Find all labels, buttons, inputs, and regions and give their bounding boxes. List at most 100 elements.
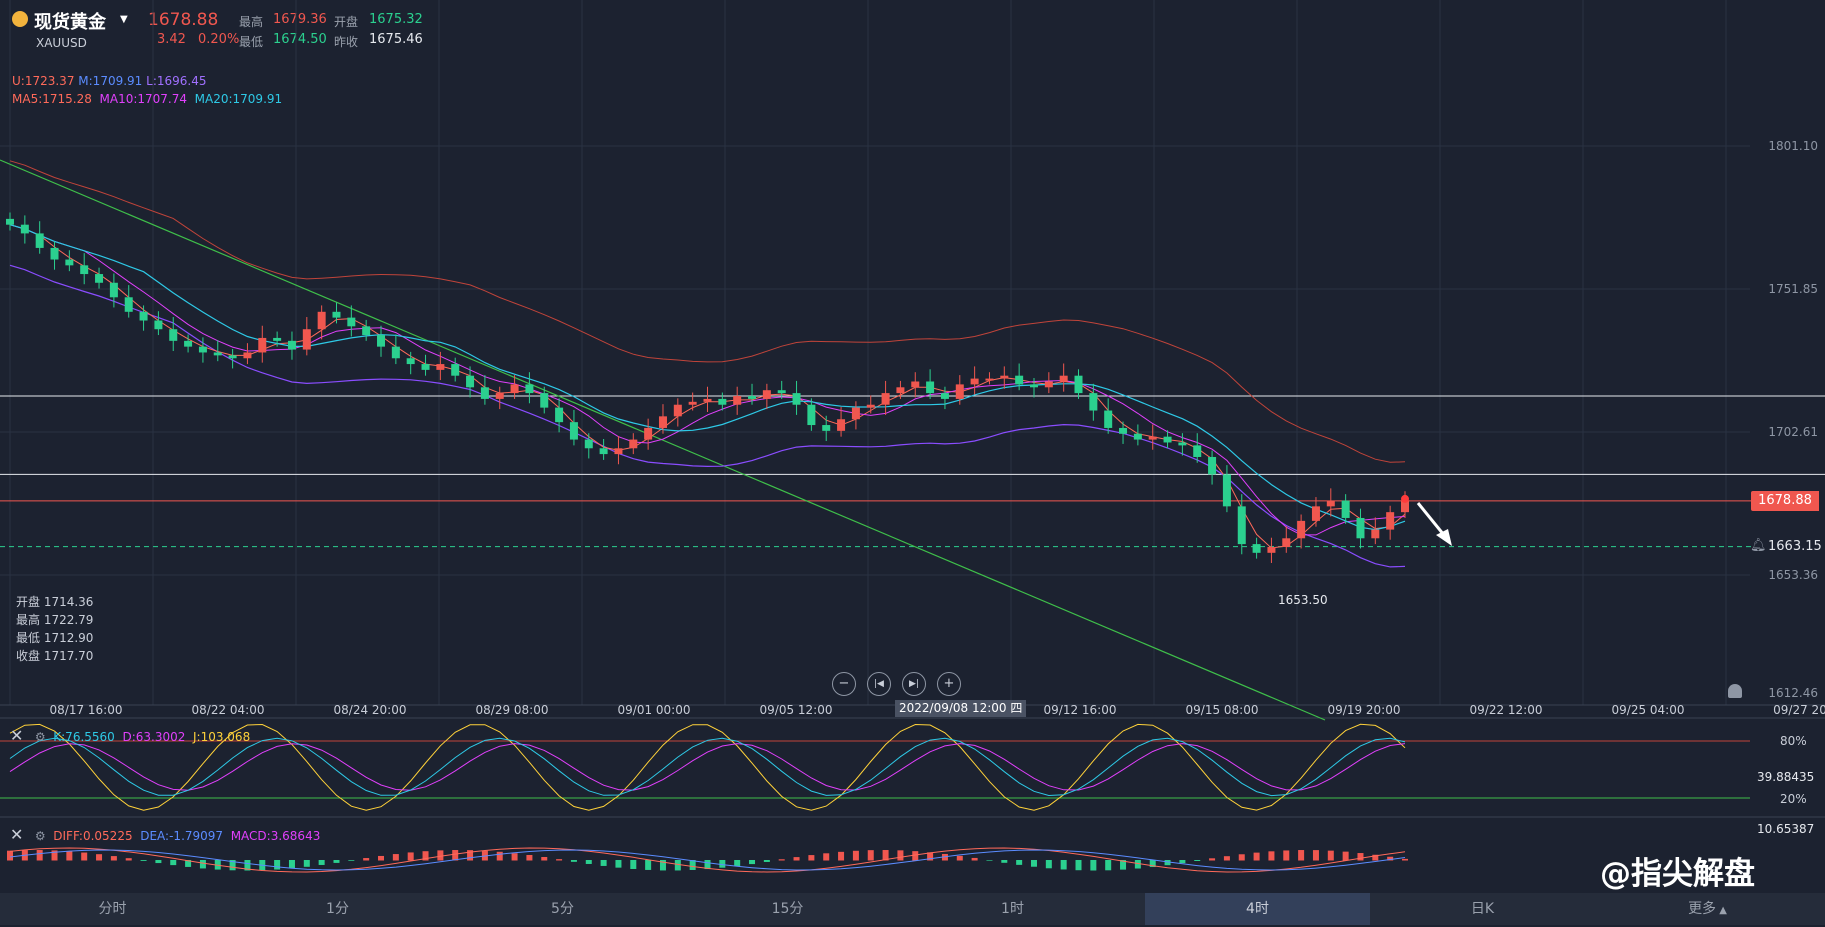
macd-bar: [1342, 851, 1349, 861]
main-chart[interactable]: 1801.10 1751.85 1702.61 1653.36 1612.46 08/1…: [0, 0, 1825, 893]
time-tick-label: 09/15 08:00: [1186, 703, 1259, 717]
macd-bar: [511, 853, 518, 861]
candle-body: [80, 265, 89, 275]
kdj-d: D:63.3002: [122, 730, 186, 744]
macd-bar: [467, 850, 474, 861]
tab-fenshi[interactable]: 分时: [98, 901, 127, 917]
candle-body: [317, 311, 326, 330]
macd-bar: [645, 860, 652, 870]
macd-bar: [51, 850, 58, 861]
macd-bar: [1312, 850, 1319, 861]
candle-body: [1015, 375, 1024, 385]
candle-body: [1371, 529, 1380, 539]
macd-bar: [1238, 854, 1245, 861]
macd-bar: [570, 860, 577, 862]
time-tick-label: 09/25 04:00: [1612, 703, 1685, 717]
macd-bar: [1268, 851, 1275, 861]
macd-bar: [1253, 852, 1260, 861]
price-tick-label: 1702.61: [1768, 425, 1818, 439]
macd-bar: [808, 855, 815, 861]
macd-bar: [763, 860, 770, 862]
macd-bar: [110, 856, 117, 861]
boll-lower: L:1696.45: [146, 74, 207, 88]
kdj-d-line: [9, 743, 1406, 791]
macd-bar: [81, 852, 88, 861]
macd-bar: [941, 853, 948, 861]
time-tick-label: 08/24 20:00: [334, 703, 407, 717]
candle-body: [777, 390, 786, 394]
macd-legend: ✕ ⚙ DIFF:0.05225 DEA:-1.79097 MACD:3.686…: [10, 825, 320, 844]
kdj-axis-top: 80%: [1780, 734, 1807, 748]
tab-4h[interactable]: 4时: [1145, 893, 1370, 925]
grid-lines: [0, 0, 1825, 818]
ohlc-panel: 开盘 1714.36 最高 1722.79 最低 1712.90 收盘 1717…: [16, 593, 93, 665]
current-price-tag: 1678.88: [1751, 491, 1819, 511]
candle-body: [1044, 381, 1053, 388]
candle-body: [377, 335, 386, 347]
candle-body: [243, 352, 252, 359]
tab-daily[interactable]: 日K: [1470, 901, 1495, 917]
bell-icon-bottom[interactable]: [1728, 684, 1742, 698]
instrument-symbol: XAUUSD: [36, 36, 87, 50]
macd-bar: [36, 850, 43, 861]
candle-body: [169, 329, 178, 341]
candle-body: [866, 404, 875, 408]
high-value: 1679.36: [273, 12, 327, 27]
macd-bar: [288, 860, 295, 869]
ma5-value: MA5:1715.28: [12, 92, 92, 106]
ma10-value: MA10:1707.74: [99, 92, 188, 106]
tab-15min[interactable]: 15分: [771, 901, 804, 917]
chevron-down-icon[interactable]: ▼: [120, 14, 128, 25]
candle-body: [95, 274, 104, 283]
candle-body: [911, 381, 920, 388]
macd-bar: [526, 854, 533, 861]
bell-icon[interactable]: 🔔︎: [1750, 538, 1767, 553]
first-page-button[interactable]: |◀: [867, 672, 891, 696]
macd-bar: [1090, 860, 1097, 871]
macd-bar: [1223, 856, 1230, 861]
macd-bar: [986, 860, 993, 861]
candle-body: [258, 337, 267, 353]
macd-bar: [1283, 850, 1290, 861]
macd-bar: [823, 853, 830, 861]
macd-bar: [303, 860, 310, 867]
price-change-pct: 0.20%: [198, 32, 240, 47]
macd-bar: [185, 860, 192, 867]
candle-body: [926, 381, 935, 394]
candle-body: [584, 439, 593, 449]
kdj-j-line: [9, 723, 1406, 811]
macd-bar: [199, 860, 206, 869]
macd-diff-line: [9, 847, 1406, 873]
zoom-out-button[interactable]: −: [832, 672, 856, 696]
candle-body: [837, 419, 846, 431]
macd-bar: [452, 850, 459, 861]
candle-body: [1401, 500, 1409, 513]
tab-1min[interactable]: 1分: [326, 901, 349, 917]
kdj-panel: [0, 723, 1750, 811]
tab-5min[interactable]: 5分: [551, 901, 574, 917]
macd-bar: [1045, 860, 1052, 869]
candle-body: [466, 375, 475, 388]
boll-mid: M:1709.91: [78, 74, 143, 88]
time-tick-label: 09/05 12:00: [760, 703, 833, 717]
instrument-title[interactable]: 现货黄金: [34, 12, 106, 33]
last-page-button[interactable]: ▶|: [902, 672, 926, 696]
macd-bar: [1164, 860, 1171, 866]
macd-bar: [719, 860, 726, 868]
tab-1h[interactable]: 1时: [1001, 901, 1024, 917]
candle-body: [658, 416, 667, 428]
tab-more[interactable]: 更多 ▲: [1595, 893, 1820, 925]
macd-bar: [1016, 860, 1023, 865]
macd-bar: [793, 857, 800, 861]
gear-icon[interactable]: ⚙: [34, 730, 46, 744]
ohlc-low: 最低 1712.90: [16, 631, 94, 645]
caret-up-icon: ▲: [1716, 905, 1727, 916]
zoom-in-button[interactable]: +: [937, 672, 961, 696]
close-icon[interactable]: ✕: [10, 825, 24, 844]
live-dot: [1401, 494, 1409, 503]
time-tick-label: 08/22 04:00: [192, 703, 265, 717]
close-icon[interactable]: ✕: [10, 726, 24, 745]
gear-icon[interactable]: ⚙: [34, 829, 46, 843]
candle-body: [733, 396, 742, 405]
